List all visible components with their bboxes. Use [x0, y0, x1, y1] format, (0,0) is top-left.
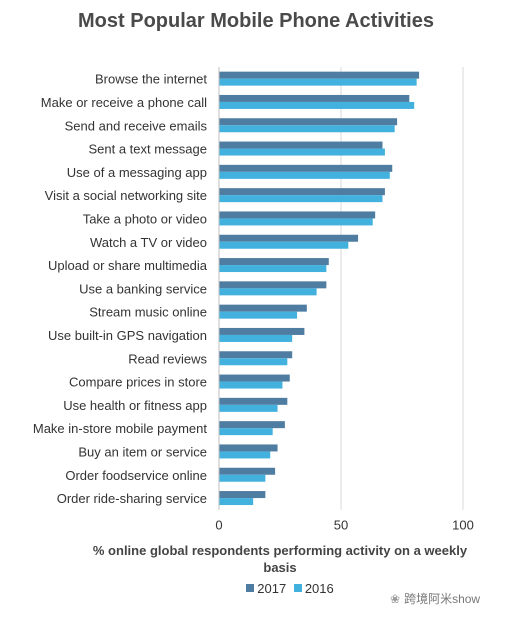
bar-2017-4: [219, 164, 393, 172]
bar-2016-1: [219, 101, 415, 109]
bar-2016-14: [219, 404, 278, 412]
category-label-14: Use health or fitness app: [63, 398, 207, 413]
category-label-18: Order ride-sharing service: [57, 491, 207, 506]
bar-2016-8: [219, 265, 327, 273]
category-label-15: Make in-store mobile payment: [33, 421, 208, 436]
category-label-5: Visit a social networking site: [45, 188, 207, 203]
bar-2017-6: [219, 211, 376, 219]
x-axis-label: % online global respondents performing a…: [92, 543, 468, 575]
bar-2017-3: [219, 141, 383, 149]
legend: 2017 2016: [0, 580, 512, 596]
category-label-17: Order foodservice online: [65, 468, 207, 483]
bar-2017-12: [219, 351, 293, 359]
category-label-16: Buy an item or service: [78, 444, 207, 459]
bar-2017-13: [219, 374, 290, 382]
bar-2017-8: [219, 258, 329, 266]
bar-2016-15: [219, 428, 273, 436]
category-label-6: Take a photo or video: [83, 211, 207, 226]
category-label-7: Watch a TV or video: [90, 235, 207, 250]
bar-2017-10: [219, 304, 307, 312]
bar-2016-13: [219, 381, 283, 389]
bar-2016-0: [219, 78, 417, 86]
legend-label-2017: 2017: [257, 580, 287, 596]
bar-2016-6: [219, 218, 373, 226]
legend-item-2017: 2017: [246, 581, 286, 596]
bar-2017-16: [219, 444, 278, 452]
bar-2016-17: [219, 474, 266, 482]
bar-2016-11: [219, 334, 293, 342]
legend-swatch-2017: [246, 584, 255, 592]
chart-title: Most Popular Mobile Phone Activities: [78, 10, 434, 32]
x-tick-label-0: 0: [215, 518, 222, 533]
bar-2016-18: [219, 498, 254, 506]
bar-2016-2: [219, 125, 395, 133]
bar-2017-5: [219, 188, 385, 196]
category-label-13: Compare prices in store: [69, 375, 207, 390]
category-label-4: Use of a messaging app: [67, 165, 207, 180]
category-label-0: Browse the internet: [95, 72, 207, 87]
watermark-text: 跨境阿米show: [404, 592, 481, 606]
category-label-11: Use built-in GPS navigation: [48, 328, 207, 343]
category-label-8: Upload or share multimedia: [48, 258, 208, 273]
bar-2017-18: [219, 491, 266, 499]
bar-2017-9: [219, 281, 327, 289]
bar-2016-12: [219, 358, 288, 366]
bar-2017-11: [219, 327, 305, 335]
x-tick-label-100: 100: [452, 518, 474, 533]
bar-2017-17: [219, 467, 276, 475]
bar-2016-5: [219, 195, 383, 203]
category-label-3: Sent a text message: [88, 142, 207, 157]
category-label-10: Stream music online: [89, 305, 207, 320]
bar-2017-15: [219, 421, 285, 429]
x-tick-label-50: 50: [334, 518, 348, 533]
category-label-2: Send and receive emails: [65, 118, 208, 133]
category-label-9: Use a banking service: [79, 281, 207, 296]
bar-2016-10: [219, 311, 298, 319]
bar-2017-14: [219, 397, 288, 405]
legend-item-2016: 2016: [293, 580, 334, 596]
bar-2017-1: [219, 94, 410, 102]
bar-2017-2: [219, 118, 398, 126]
category-label-12: Read reviews: [128, 351, 207, 366]
bar-2016-3: [219, 148, 385, 156]
bar-2017-7: [219, 234, 359, 242]
legend-swatch-2016: [293, 584, 302, 592]
wechat-icon: ❀: [390, 591, 401, 606]
legend-label-2016: 2016: [304, 580, 334, 596]
bar-2016-4: [219, 171, 390, 179]
bar-2017-0: [219, 71, 420, 79]
category-label-1: Make or receive a phone call: [41, 95, 207, 110]
bar-2016-7: [219, 241, 349, 249]
bar-2016-9: [219, 288, 317, 296]
bar-2016-16: [219, 451, 271, 459]
watermark: ❀ 跨境阿米show: [390, 590, 480, 607]
